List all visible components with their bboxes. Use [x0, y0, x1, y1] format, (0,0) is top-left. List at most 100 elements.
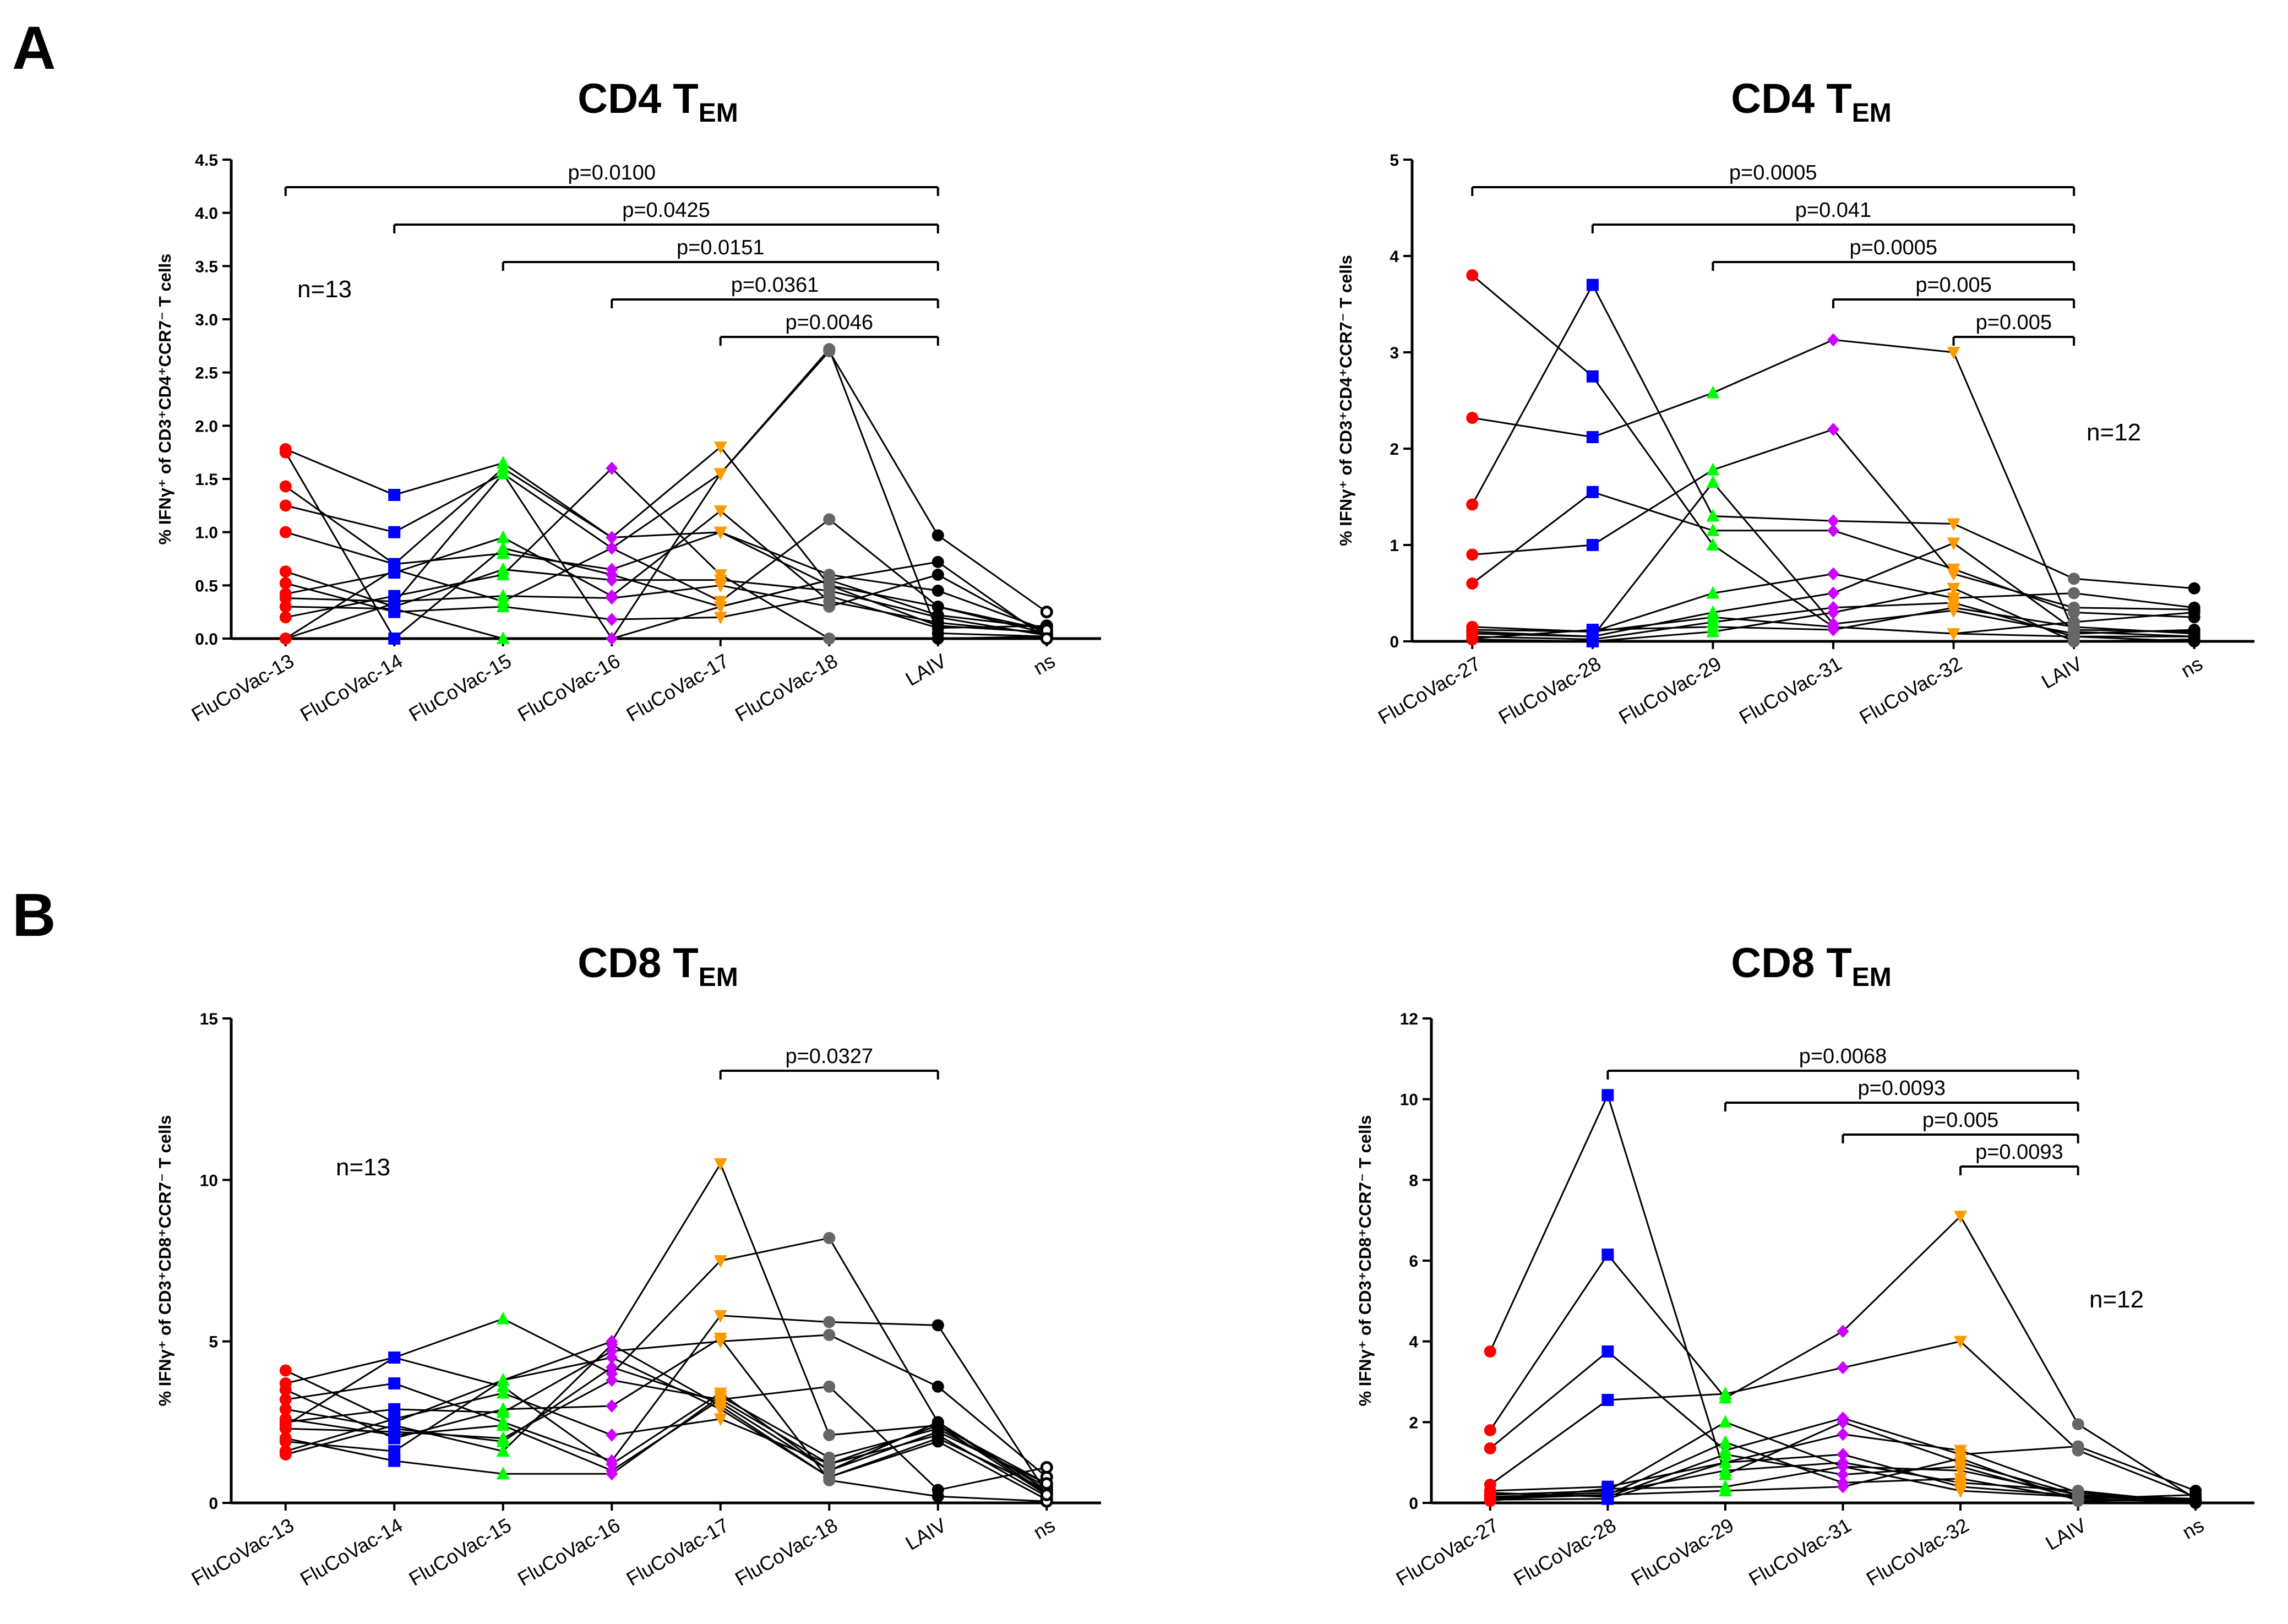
data-point-flucovac-29: [1718, 1455, 1732, 1468]
data-point-flucovac-32: [1954, 1445, 1968, 1458]
y-tick-label: 5: [209, 1333, 218, 1351]
data-point-flucovac-13: [279, 1383, 292, 1396]
y-tick-label: 2.5: [195, 364, 218, 383]
data-point-flucovac-18: [823, 633, 836, 645]
x-tick-label: FluCoVac-29: [1627, 1513, 1737, 1590]
y-tick-label: 0.5: [195, 577, 218, 595]
y-tick-label: 6: [1409, 1252, 1418, 1271]
data-point-flucovac-17: [713, 442, 727, 454]
data-point-flucovac-18: [823, 1328, 836, 1341]
data-point-flucovac-32: [1947, 602, 1960, 615]
data-point-flucovac-13: [279, 1435, 292, 1448]
x-tick-label: ns: [1029, 1513, 1059, 1544]
data-point-flucovac-13: [279, 1364, 292, 1377]
y-tick-label: 3.0: [195, 311, 218, 329]
x-tick-label: ns: [2177, 652, 2206, 682]
data-point-flucovac-29: [1706, 619, 1720, 633]
data-point-flucovac-15: [496, 1402, 510, 1415]
subject-line-12: [285, 451, 1048, 640]
data-point-flucovac-18: [823, 1458, 836, 1470]
data-point-flucovac-14: [388, 489, 401, 501]
data-point-laiv: [931, 1380, 944, 1393]
y-tick-label: 1.5: [195, 471, 218, 489]
data-point-flucovac-32: [1954, 1461, 1968, 1474]
x-tick-label: LAIV: [2042, 1513, 2090, 1555]
x-tick-label: FluCoVac-28: [1495, 652, 1605, 728]
x-tick-label: FluCoVac-32: [1855, 652, 1965, 728]
data-point-flucovac-15: [496, 541, 510, 554]
data-point-flucovac-15: [496, 1386, 510, 1399]
data-point-flucovac-13: [279, 601, 292, 613]
subject-line-13: [285, 350, 1048, 640]
data-point-flucovac-13: [279, 526, 292, 538]
x-tick-label: FluCoVac-18: [731, 1513, 841, 1590]
data-point-flucovac-31: [1837, 1427, 1849, 1441]
data-point-flucovac-27: [1484, 1442, 1496, 1454]
x-tick-label: FluCoVac-14: [296, 1513, 406, 1590]
y-tick-label: 0: [1390, 633, 1399, 651]
data-point-laiv: [931, 601, 944, 613]
chart-title-subscript: EM: [699, 963, 738, 992]
x-tick-label: ns: [2178, 1513, 2208, 1544]
data-point-flucovac-16: [606, 1351, 618, 1364]
data-point-flucovac-13: [279, 499, 292, 512]
p-value-label: p=0.041: [1795, 199, 1871, 222]
subject-line-9: [285, 1356, 1048, 1494]
x-tick-label: FluCoVac-13: [188, 1513, 298, 1590]
data-point-flucovac-32: [1947, 347, 1960, 359]
sample-size-label: n=13: [336, 1154, 390, 1181]
data-point-flucovac-15: [496, 530, 510, 543]
data-point-flucovac-15: [496, 1467, 510, 1480]
data-point-flucovac-29: [1706, 538, 1720, 551]
data-point-flucovac-28: [1601, 1345, 1614, 1358]
data-point-ns: [1040, 1460, 1053, 1474]
data-point-laiv: [2072, 1418, 2084, 1430]
data-point-flucovac-15: [496, 1379, 510, 1392]
data-point-flucovac-29: [1718, 1447, 1732, 1460]
data-point-flucovac-27: [1466, 269, 1479, 281]
p-value-label: p=0.0327: [785, 1045, 873, 1068]
data-point-flucovac-17: [713, 612, 727, 625]
x-tick-label: FluCoVac-17: [623, 649, 733, 726]
data-point-laiv: [931, 609, 944, 622]
data-point-ns: [1040, 1477, 1053, 1490]
y-tick-label: 1.0: [195, 524, 218, 542]
p-value-label: p=0.005: [1922, 1109, 1998, 1132]
subject-line-7: [285, 1392, 1047, 1497]
data-point-flucovac-16: [606, 1399, 618, 1413]
y-tick-label: 2: [1409, 1414, 1418, 1432]
data-point-flucovac-31: [1837, 1460, 1849, 1473]
data-point-flucovac-28: [1586, 370, 1599, 383]
x-tick-label: FluCoVac-31: [1735, 652, 1845, 728]
x-tick-label: FluCoVac-29: [1615, 652, 1725, 728]
x-tick-label: FluCoVac-18: [731, 649, 841, 726]
data-point-flucovac-29: [1718, 1463, 1732, 1476]
data-point-ns: [1040, 1488, 1053, 1501]
data-point-flucovac-17: [713, 601, 727, 614]
data-point-flucovac-27: [1466, 632, 1479, 645]
data-point-flucovac-17: [713, 1255, 727, 1268]
data-point-laiv: [931, 529, 944, 542]
data-point-flucovac-16: [606, 1374, 618, 1387]
subject-line-11: [285, 1356, 1047, 1491]
data-point-flucovac-13: [279, 1448, 292, 1460]
x-tick-label: LAIV: [902, 1513, 950, 1555]
data-point-flucovac-14: [388, 563, 401, 576]
data-point-flucovac-16: [606, 1464, 618, 1478]
data-point-laiv: [931, 619, 944, 632]
y-tick-label: 10: [1400, 1091, 1418, 1109]
data-point-laiv: [931, 555, 944, 568]
data-point-flucovac-32: [1947, 563, 1960, 576]
p-value-label: p=0.0361: [731, 274, 819, 297]
data-point-flucovac-18: [823, 513, 836, 526]
data-point-flucovac-18: [823, 1231, 836, 1244]
data-point-flucovac-16: [606, 531, 618, 544]
y-tick-label: 4.5: [195, 151, 218, 170]
panel-letter-a: A: [12, 14, 56, 82]
y-tick-label: 5: [1390, 151, 1399, 170]
data-point-flucovac-28: [1586, 486, 1599, 498]
data-point-flucovac-16: [606, 613, 618, 626]
data-point-flucovac-17: [713, 468, 727, 481]
data-point-flucovac-31: [1837, 1361, 1849, 1375]
data-point-flucovac-27: [1466, 498, 1479, 511]
